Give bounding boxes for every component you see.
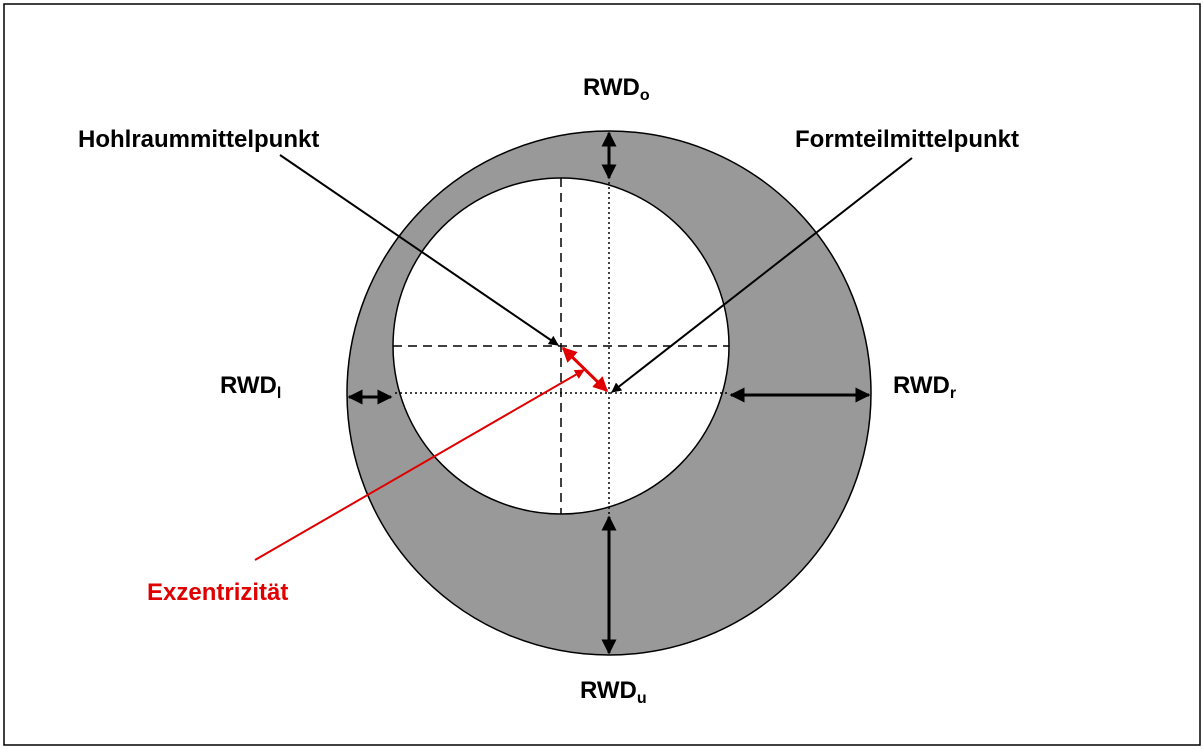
eccentricity-arrow xyxy=(561,346,609,393)
cavity-leader xyxy=(279,154,559,346)
label-bottom: RWDu xyxy=(580,677,647,707)
eccentricity-leader xyxy=(254,369,585,561)
label-right: RWDr xyxy=(893,372,956,402)
part-axes xyxy=(395,182,729,514)
label-eccentricity: Exzentrizität xyxy=(147,579,288,606)
cavity-axes xyxy=(393,178,729,514)
label-left: RWDl xyxy=(220,372,281,402)
label-top: RWDo xyxy=(583,74,650,104)
label-part-center: Formteilmittelpunkt xyxy=(795,126,1019,153)
label-cavity-center: Hohlraummittelpunkt xyxy=(78,126,319,153)
thickness-arrows xyxy=(347,131,871,655)
part-leader xyxy=(611,157,913,393)
